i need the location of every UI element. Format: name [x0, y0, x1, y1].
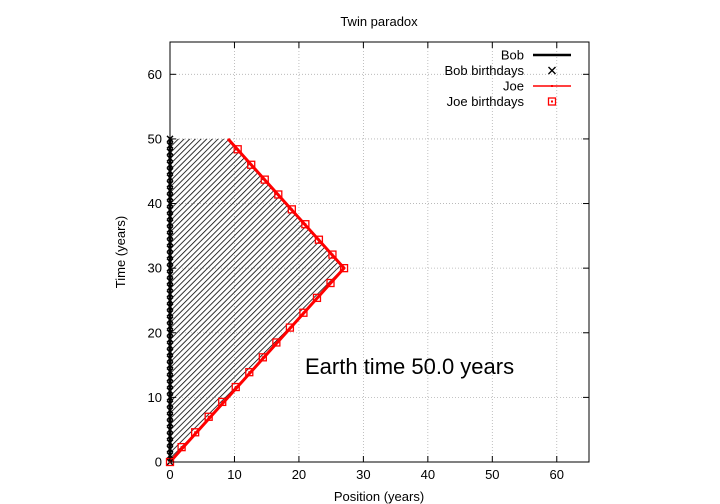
x-tick-label: 60 [550, 467, 564, 482]
joe-birthday-point [190, 428, 200, 437]
y-tick-label: 0 [155, 455, 162, 470]
y-tick-label: 10 [148, 390, 162, 405]
joe-birthday-point-center [180, 446, 183, 449]
joe-birthday-point-center [331, 253, 334, 256]
joe-birthday-point [260, 175, 269, 184]
joe-birthday-point [326, 278, 335, 288]
legend-point-sample [551, 85, 553, 87]
earth-time-annotation: Earth time 50.0 years [305, 354, 514, 379]
joe-birthday-point-center [315, 296, 318, 299]
joe-birthday-point [274, 190, 283, 199]
joe-birthday-point [328, 250, 337, 259]
joe-birthday-point [285, 323, 295, 332]
x-tick-label: 20 [292, 467, 306, 482]
joe-birthday-point [314, 235, 324, 244]
joe-birthday-point [287, 205, 296, 214]
x-tick-label: 50 [485, 467, 499, 482]
x-axis-label: Position (years) [334, 489, 424, 504]
joe-birthday-point [204, 412, 213, 421]
joe-birthday-point-center [263, 178, 266, 181]
joe-birthday-point [218, 397, 227, 407]
joe-birthday-point [177, 442, 186, 452]
joe-birthday-point [339, 264, 349, 273]
joe-birthday-point-center [261, 356, 264, 359]
legend-label: Bob [501, 48, 524, 63]
joe-birthday-point [231, 382, 240, 392]
joe-birthday-point-center [275, 341, 278, 344]
joe-birthday-point-center [290, 208, 293, 211]
x-tick-label: 30 [356, 467, 370, 482]
legend-label: Bob birthdays [445, 63, 525, 78]
y-tick-label: 20 [148, 325, 162, 340]
joe-birthday-point-center [302, 311, 305, 314]
hatched-region [170, 138, 345, 462]
legend-square-marker [547, 97, 557, 106]
y-axis-label: Time (years) [113, 216, 128, 288]
joe-birthday-point-center [304, 223, 307, 226]
x-tick-label: 40 [421, 467, 435, 482]
x-tick-label: 10 [227, 467, 241, 482]
joe-birthday-point [258, 353, 267, 362]
joe-birthday-point-center [288, 326, 291, 329]
joe-birthday-point [299, 308, 308, 317]
joe-birthday-point-center [343, 267, 346, 270]
joe-birthday-point-center [234, 386, 237, 389]
axis-ticks: 0 10 20 30 40 50 60 0 10 20 30 40 50 60 [148, 42, 589, 482]
y-tick-label: 60 [148, 67, 162, 82]
joe-birthday-point [312, 293, 322, 303]
region-fill [170, 138, 345, 462]
joe-birthday-point [301, 220, 310, 229]
joe-birthday-point-center [207, 415, 210, 418]
joe-birthday-point-center [194, 431, 197, 434]
joe-birthday-point [245, 368, 254, 377]
x-tick-label: 0 [166, 467, 173, 482]
joe-birthday-point-center [221, 400, 224, 403]
joe-birthday-point-center [250, 163, 253, 166]
joe-birthday-point-center [329, 282, 332, 285]
joe-birthday-point [233, 145, 242, 154]
y-tick-label: 40 [148, 196, 162, 211]
joe-birthday-point [247, 160, 256, 169]
joe-birthday-point-center [236, 148, 239, 151]
chart-title: Twin paradox [340, 14, 418, 29]
joe-birthday-point-center [248, 371, 251, 374]
legend-x-marker [548, 66, 556, 75]
plot-frame [169, 41, 590, 463]
y-tick-label: 30 [148, 261, 162, 276]
legend-square-marker-center [551, 100, 553, 103]
y-tick-label: 50 [148, 131, 162, 146]
legend-label: Joe birthdays [447, 94, 525, 109]
joe-birthday-point-center [317, 238, 320, 241]
joe-birthday-point [272, 338, 281, 347]
joe-birthday-point-center [277, 193, 280, 196]
legend-label: Joe [503, 79, 524, 94]
